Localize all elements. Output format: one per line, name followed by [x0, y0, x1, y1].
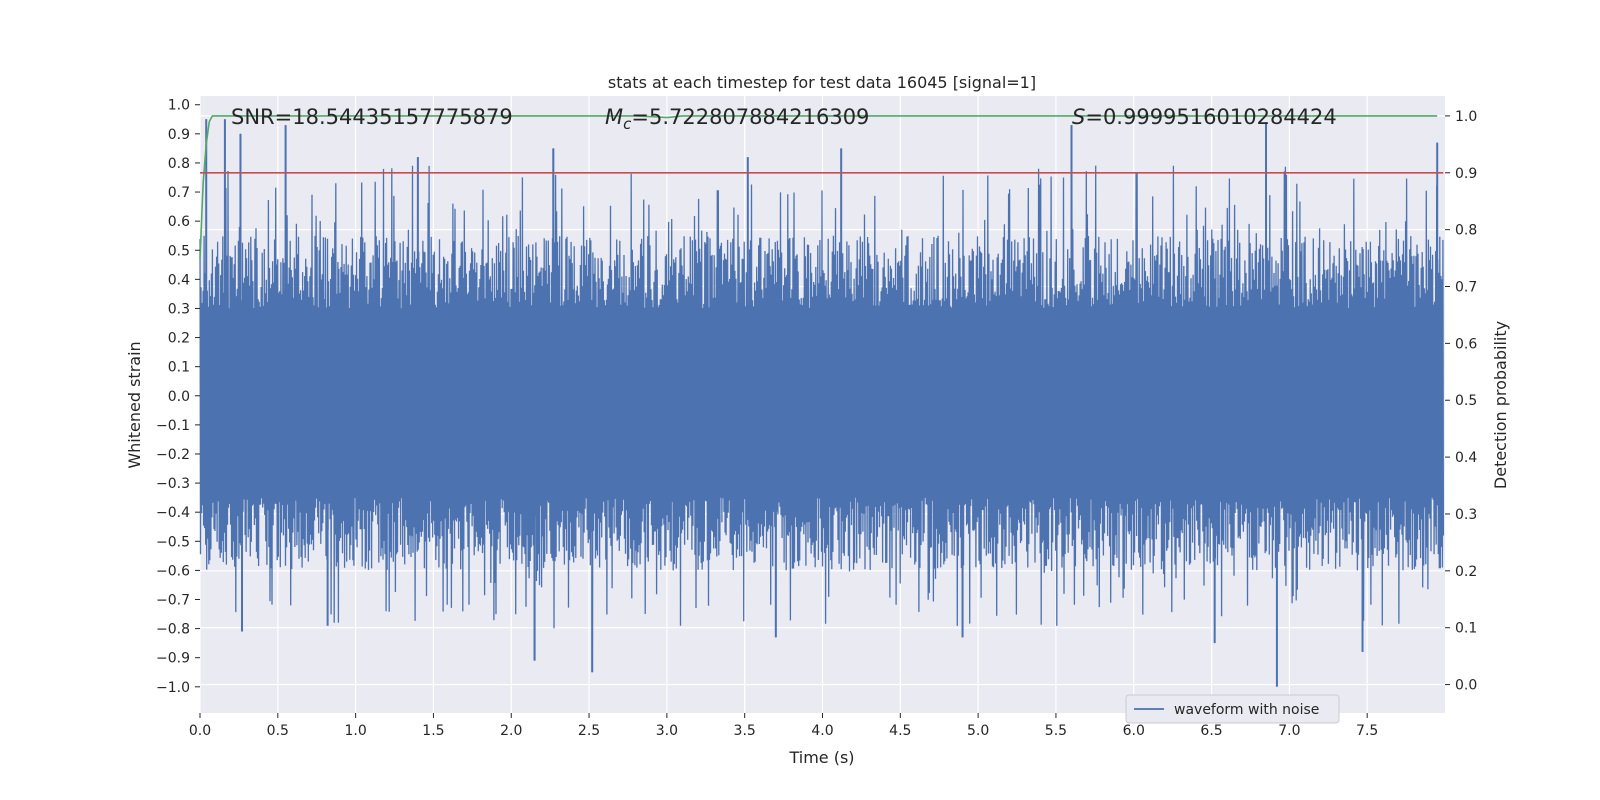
axis-ticks: 0.0 0.5 1.0 1.5 2.0 2.5 3.0 3.5 4.0 4.5 5.0 5.5 6.0 6…: [156, 98, 1477, 739]
x-tick-label: 4.0: [811, 723, 833, 739]
y2-tick-label: 0.2: [1455, 564, 1477, 580]
detection-probability-line: [199, 115, 1438, 259]
y-tick-label: 0.4: [168, 272, 190, 288]
x-tick-label: 6.5: [1200, 723, 1222, 739]
y-tick-label: −0.7: [156, 592, 190, 608]
y-tick-label: 0.7: [168, 185, 190, 201]
y2-tick-label: 0.4: [1455, 450, 1477, 466]
annotation-chirp-mass: Mc=5.722807884216309: [605, 105, 869, 133]
chart-title: stats at each timestep for test data 160…: [608, 73, 1036, 92]
x-tick-label: 0.5: [267, 723, 289, 739]
y-tick-label: −0.5: [156, 534, 190, 550]
x-tick-label: 0.0: [189, 723, 211, 739]
annotation-s-value: =0.9999516010284424: [1085, 105, 1336, 129]
y-tick-label: 0.8: [168, 156, 190, 172]
y-tick-label: −1.0: [156, 680, 190, 696]
y-tick-label: 0.6: [168, 214, 190, 230]
x-tick-label: 2.5: [578, 723, 600, 739]
y2-tick-label: 0.3: [1455, 507, 1477, 523]
x-tick-label: 7.0: [1278, 723, 1300, 739]
waveform-series: [199, 119, 1445, 687]
y-tick-label: −0.1: [156, 418, 190, 434]
legend: waveform with noise: [1125, 694, 1340, 724]
waveform-core-band: [200, 308, 1444, 495]
x-tick-label: 4.5: [889, 723, 911, 739]
annotation-s-symbol: S: [1072, 105, 1085, 129]
legend-label-waveform: waveform with noise: [1174, 702, 1319, 718]
y2-tick-label: 0.1: [1455, 621, 1477, 637]
x-tick-label: 6.0: [1123, 723, 1145, 739]
y2-tick-label: 1.0: [1455, 109, 1477, 125]
x-tick-label: 3.5: [734, 723, 756, 739]
annotation-mc-subscript: c: [623, 115, 632, 133]
probability-series: [199, 115, 1444, 259]
y-tick-label: 0.3: [168, 301, 190, 317]
y-tick-label: 0.2: [168, 331, 190, 347]
y2-tick-label: 0.8: [1455, 223, 1477, 239]
x-tick-label: 1.5: [422, 723, 444, 739]
y-tick-label: −0.4: [156, 505, 190, 521]
y2-tick-label: 0.6: [1455, 336, 1477, 352]
y-tick-label: −0.2: [156, 447, 190, 463]
x-tick-label: 3.0: [656, 723, 678, 739]
y-tick-label: 0.1: [168, 360, 190, 376]
y2-tick-label: 0.0: [1455, 678, 1477, 694]
y2-axis-label: Detection probability: [1491, 321, 1510, 489]
annotation-score: S=0.9999516010284424: [1072, 105, 1337, 129]
y-axis-label: Whitened strain: [125, 341, 144, 468]
annotation-mc-value: =5.722807884216309: [631, 105, 869, 129]
annotation-mc-symbol: M: [605, 105, 623, 129]
x-tick-label: 5.0: [967, 723, 989, 739]
y-tick-label: −0.3: [156, 476, 190, 492]
y-tick-label: −0.8: [156, 622, 190, 638]
y2-tick-label: 0.9: [1455, 166, 1477, 182]
x-axis-label: Time (s): [788, 748, 854, 767]
y2-tick-label: 0.5: [1455, 393, 1477, 409]
y-tick-label: 1.0: [168, 98, 190, 114]
y-tick-label: 0.9: [168, 127, 190, 143]
annotation-snr: SNR=18.54435157775879: [231, 105, 513, 129]
x-tick-label: 1.0: [344, 723, 366, 739]
y-tick-label: −0.9: [156, 651, 190, 667]
x-tick-label: 7.5: [1356, 723, 1378, 739]
y-tick-label: 0.0: [168, 389, 190, 405]
legend-box: [1125, 694, 1340, 724]
y-tick-label: 0.5: [168, 243, 190, 259]
x-tick-label: 2.0: [500, 723, 522, 739]
x-tick-label: 5.5: [1045, 723, 1067, 739]
y-tick-label: −0.6: [156, 563, 190, 579]
y2-tick-label: 0.7: [1455, 280, 1477, 296]
